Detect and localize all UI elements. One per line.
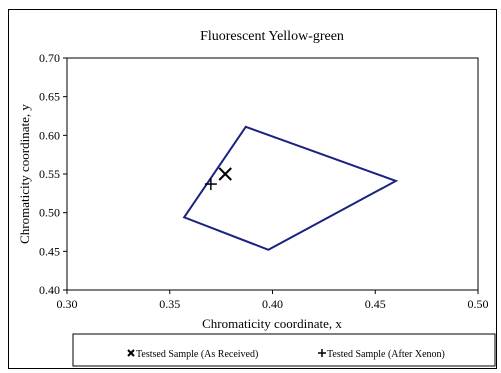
x-tick-label: 0.30 [57, 297, 78, 311]
y-axis-label: Chromaticity coordinate, y [17, 104, 32, 244]
x-axis-label: Chromaticity coordinate, x [202, 316, 342, 331]
legend-box [72, 333, 496, 367]
y-tick-label: 0.50 [39, 206, 60, 220]
x-tick-label: 0.40 [262, 297, 283, 311]
after-xenon-point [204, 178, 217, 191]
x-axis-ticks: 0.30 0.35 0.40 0.45 0.50 [57, 290, 489, 311]
legend-x-marker [127, 349, 135, 357]
chromaticity-boundary [182, 125, 399, 251]
as-received-point [218, 167, 232, 181]
y-axis-ticks: 0.40 0.45 0.50 0.55 0.60 0.65 0.70 [39, 51, 67, 297]
legend-label: Tested Sample (After Xenon) [327, 349, 445, 360]
legend-label: Testsed Sample (As Received) [136, 349, 258, 360]
data-markers [204, 167, 232, 191]
x-tick-label: 0.45 [365, 297, 386, 311]
x-tick-label: 0.50 [468, 297, 489, 311]
legend: Testsed Sample (As Received) Tested Sampl… [127, 349, 445, 360]
y-tick-label: 0.65 [39, 90, 60, 104]
y-tick-label: 0.55 [39, 167, 60, 181]
y-tick-label: 0.70 [39, 51, 60, 65]
legend-plus-marker [318, 349, 326, 357]
plot-area [66, 57, 479, 291]
x-tick-label: 0.35 [159, 297, 180, 311]
chart-title: Fluorescent Yellow-green [200, 29, 344, 44]
y-tick-label: 0.45 [39, 244, 60, 258]
y-tick-label: 0.40 [39, 283, 60, 297]
y-tick-label: 0.60 [39, 128, 60, 142]
